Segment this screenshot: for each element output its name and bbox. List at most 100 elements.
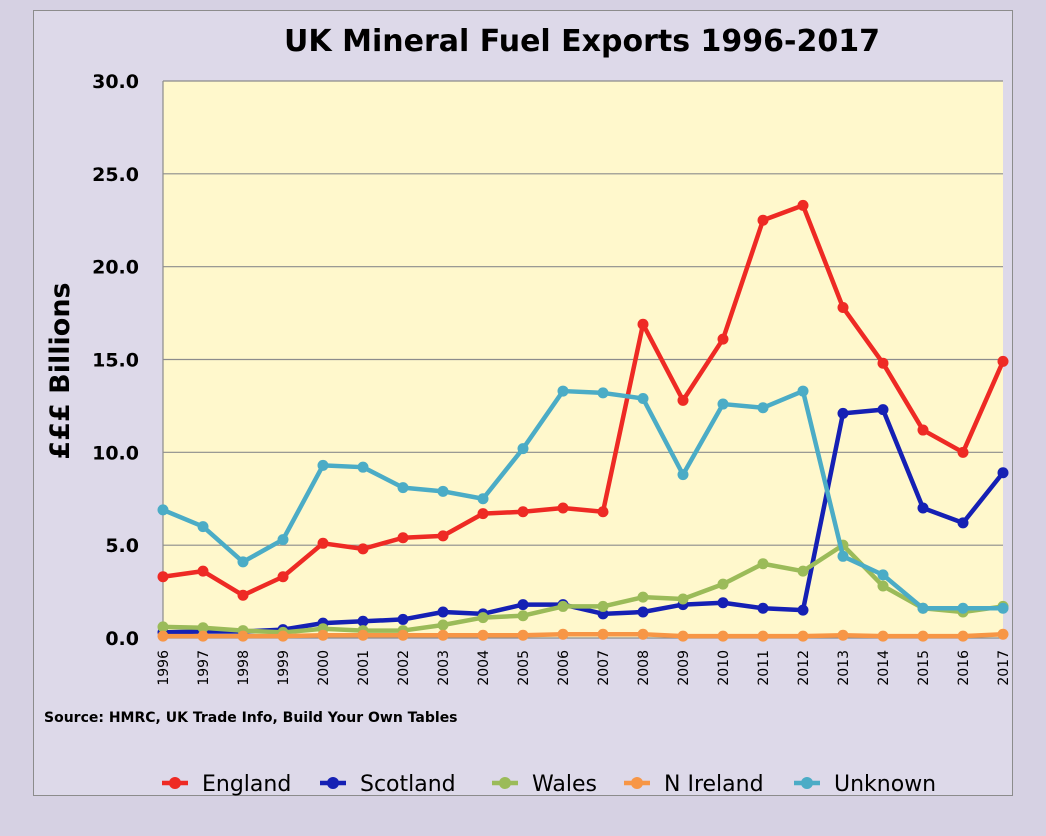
x-tick-label: 2005	[516, 650, 532, 686]
x-tick-label: 2002	[396, 650, 412, 686]
data-point	[397, 613, 409, 625]
y-axis-label: £££ Billions	[45, 282, 76, 459]
data-point	[717, 630, 729, 642]
data-point	[237, 556, 249, 568]
data-point	[317, 459, 329, 471]
data-point	[877, 357, 889, 369]
x-tick-label: 2006	[556, 650, 572, 686]
data-point	[877, 630, 889, 642]
data-point	[157, 571, 169, 583]
data-point	[357, 543, 369, 555]
legend-swatch-marker	[169, 777, 181, 789]
x-tick-label: 2011	[756, 650, 772, 686]
data-point	[357, 615, 369, 627]
series-line	[162, 407, 1005, 635]
data-point	[597, 387, 609, 399]
data-point	[397, 482, 409, 494]
data-point	[917, 502, 929, 514]
data-point	[797, 630, 809, 642]
data-point	[477, 493, 489, 505]
data-point	[517, 629, 529, 641]
series-england	[157, 199, 1009, 601]
legend-swatch-marker	[631, 777, 643, 789]
data-point	[997, 628, 1009, 640]
legend-label: Unknown	[834, 772, 936, 797]
data-point	[877, 580, 889, 592]
data-point	[437, 606, 449, 618]
data-point	[717, 398, 729, 410]
x-tick-label: 2008	[636, 650, 652, 686]
y-tick-label: 25.0	[92, 164, 139, 186]
data-point	[637, 318, 649, 330]
data-point	[157, 630, 169, 642]
data-point	[557, 502, 569, 514]
data-point	[597, 628, 609, 640]
data-point	[837, 550, 849, 562]
data-point	[237, 589, 249, 601]
x-tick-label: 1996	[156, 650, 172, 686]
data-point	[677, 630, 689, 642]
data-point	[397, 629, 409, 641]
data-point	[277, 534, 289, 546]
x-tick-label: 2016	[956, 650, 972, 686]
y-tick-label: 5.0	[105, 535, 139, 557]
legend-item: Wales	[492, 772, 597, 797]
data-point	[717, 597, 729, 609]
data-point	[757, 602, 769, 614]
line-chart: UK Mineral Fuel Exports 1996-2017 0.0 5.0…	[44, 24, 1012, 797]
x-tick-label: 2015	[916, 650, 932, 686]
data-point	[637, 392, 649, 404]
x-tick-label: 2001	[356, 650, 372, 686]
series-unknown	[157, 385, 1009, 614]
x-tick-label: 1997	[196, 650, 212, 686]
data-point	[317, 537, 329, 549]
legend-label: N Ireland	[664, 772, 764, 797]
data-point	[757, 558, 769, 570]
y-tick-label: 15.0	[92, 350, 139, 372]
data-point	[477, 629, 489, 641]
x-tick-label: 2003	[436, 650, 452, 686]
data-point	[837, 302, 849, 314]
gridlines	[162, 80, 1003, 639]
legend-item: England	[162, 772, 291, 797]
y-axis-ticks: 0.0 5.0 10.0 15.0 20.0 25.0 30.0	[92, 71, 139, 650]
data-point	[557, 385, 569, 397]
data-point	[757, 402, 769, 414]
data-point	[957, 446, 969, 458]
y-tick-label: 0.0	[105, 628, 139, 650]
data-point	[757, 630, 769, 642]
data-point	[717, 578, 729, 590]
y-tick-label: 30.0	[92, 71, 139, 93]
legend-swatch-marker	[801, 777, 813, 789]
x-tick-label: 2014	[876, 650, 892, 686]
data-point	[917, 630, 929, 642]
data-point	[797, 604, 809, 616]
series-n-ireland	[157, 628, 1009, 642]
data-point	[837, 407, 849, 419]
data-point	[637, 591, 649, 603]
data-point	[437, 530, 449, 542]
x-tick-label: 2012	[796, 650, 812, 686]
data-point	[637, 606, 649, 618]
legend-item: N Ireland	[624, 772, 764, 797]
data-point	[677, 394, 689, 406]
data-point	[717, 333, 729, 345]
x-tick-label: 2013	[836, 650, 852, 686]
data-point	[477, 612, 489, 624]
data-point	[957, 517, 969, 529]
chart-frame: UK Mineral Fuel Exports 1996-2017 0.0 5.0…	[33, 10, 1013, 797]
data-point	[997, 467, 1009, 479]
y-tick-label: 20.0	[92, 257, 139, 279]
legend-label: Scotland	[360, 772, 456, 797]
x-tick-label: 2007	[596, 650, 612, 686]
data-point	[917, 602, 929, 614]
data-point	[797, 385, 809, 397]
data-point	[797, 565, 809, 577]
y-tick-label: 10.0	[92, 442, 139, 464]
data-point	[517, 610, 529, 622]
data-point	[437, 629, 449, 641]
data-point	[997, 355, 1009, 367]
legend-swatch-marker	[327, 777, 339, 789]
data-point	[797, 199, 809, 211]
data-point	[957, 630, 969, 642]
